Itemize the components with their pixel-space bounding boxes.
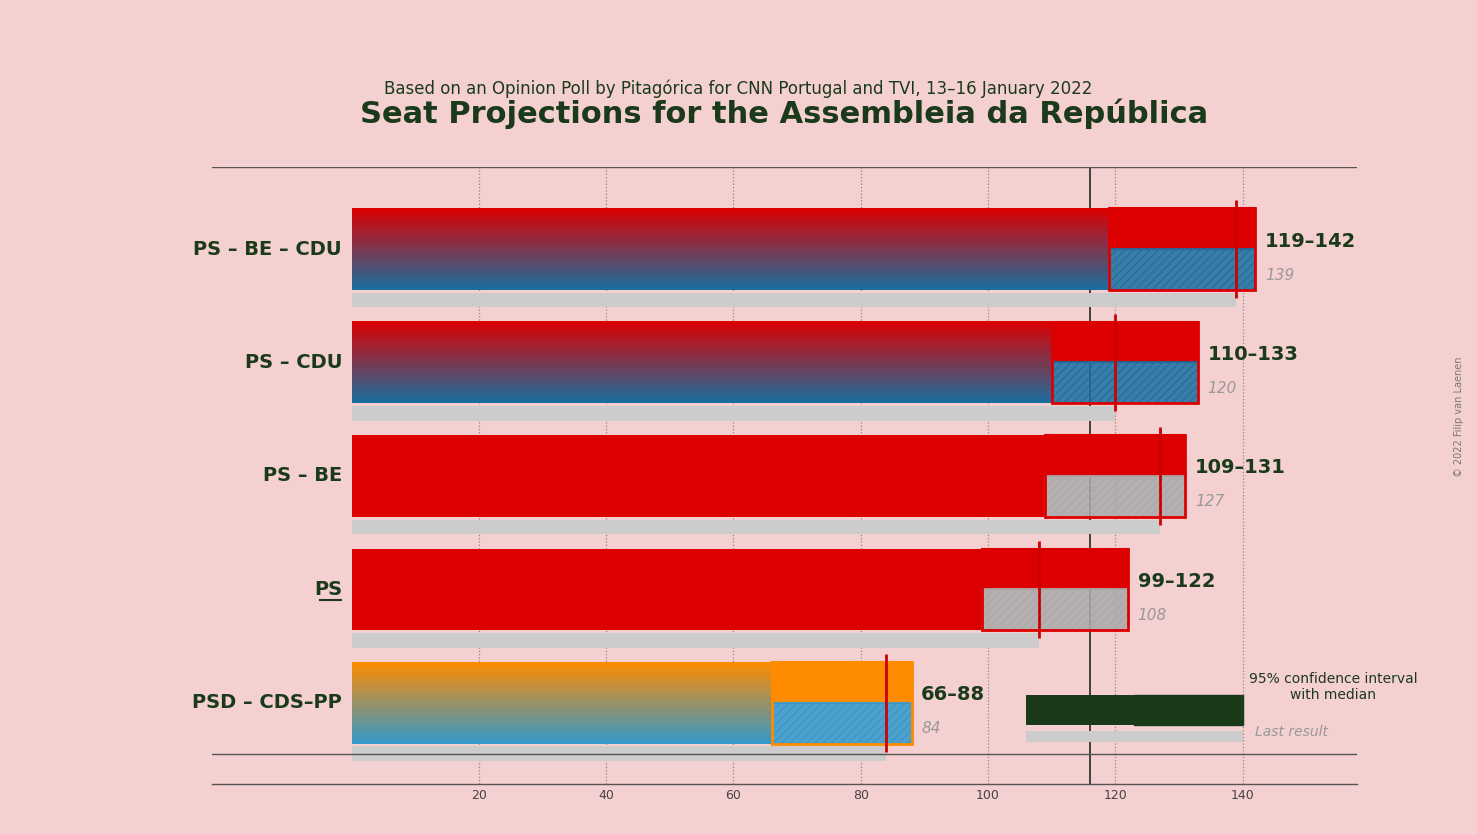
Text: 119–142: 119–142 (1264, 232, 1356, 250)
Bar (1046, 435, 1186, 476)
Text: PS – BE – CDU: PS – BE – CDU (193, 239, 343, 259)
Bar (771, 662, 911, 744)
Text: PS: PS (315, 580, 343, 599)
Text: 84: 84 (922, 721, 941, 736)
Bar (1046, 435, 1186, 517)
Text: 66–88: 66–88 (922, 686, 985, 705)
Text: PS – CDU: PS – CDU (245, 353, 343, 372)
Bar (352, 293, 1236, 308)
Text: 99–122: 99–122 (1137, 572, 1216, 591)
Bar (1046, 476, 1186, 517)
Bar (1109, 249, 1255, 290)
Bar (1052, 322, 1198, 363)
Bar (771, 703, 911, 744)
Bar (352, 549, 982, 631)
Text: 109–131: 109–131 (1195, 459, 1286, 477)
Bar (352, 746, 886, 761)
Text: 110–133: 110–133 (1208, 345, 1298, 364)
Text: 127: 127 (1195, 495, 1224, 510)
Bar (1052, 322, 1198, 404)
Bar (1109, 208, 1255, 249)
Bar (352, 406, 1115, 421)
Bar (352, 633, 1038, 648)
Bar (1052, 363, 1198, 404)
Text: Based on an Opinion Poll by Pitagórica for CNN Portugal and TVI, 13–16 January 2: Based on an Opinion Poll by Pitagórica f… (384, 79, 1093, 98)
Text: 120: 120 (1208, 381, 1236, 396)
Text: Last result: Last result (1255, 726, 1328, 739)
Text: 108: 108 (1137, 608, 1167, 623)
Bar (1027, 695, 1134, 726)
Bar (771, 662, 911, 703)
Text: 139: 139 (1264, 268, 1294, 283)
Bar (982, 590, 1128, 631)
Text: PSD – CDS–PP: PSD – CDS–PP (192, 693, 343, 712)
Text: © 2022 Filip van Laenen: © 2022 Filip van Laenen (1455, 357, 1464, 477)
Bar (352, 520, 1159, 535)
Bar (982, 549, 1128, 631)
Bar (352, 435, 1046, 517)
Bar (1109, 208, 1255, 290)
Bar (1027, 731, 1242, 742)
Bar (1134, 695, 1242, 726)
Title: Seat Projections for the Assembleia da República: Seat Projections for the Assembleia da R… (360, 98, 1208, 129)
Text: 95% confidence interval
with median: 95% confidence interval with median (1250, 672, 1418, 702)
Text: PS – BE: PS – BE (263, 466, 343, 485)
Bar (982, 549, 1128, 590)
